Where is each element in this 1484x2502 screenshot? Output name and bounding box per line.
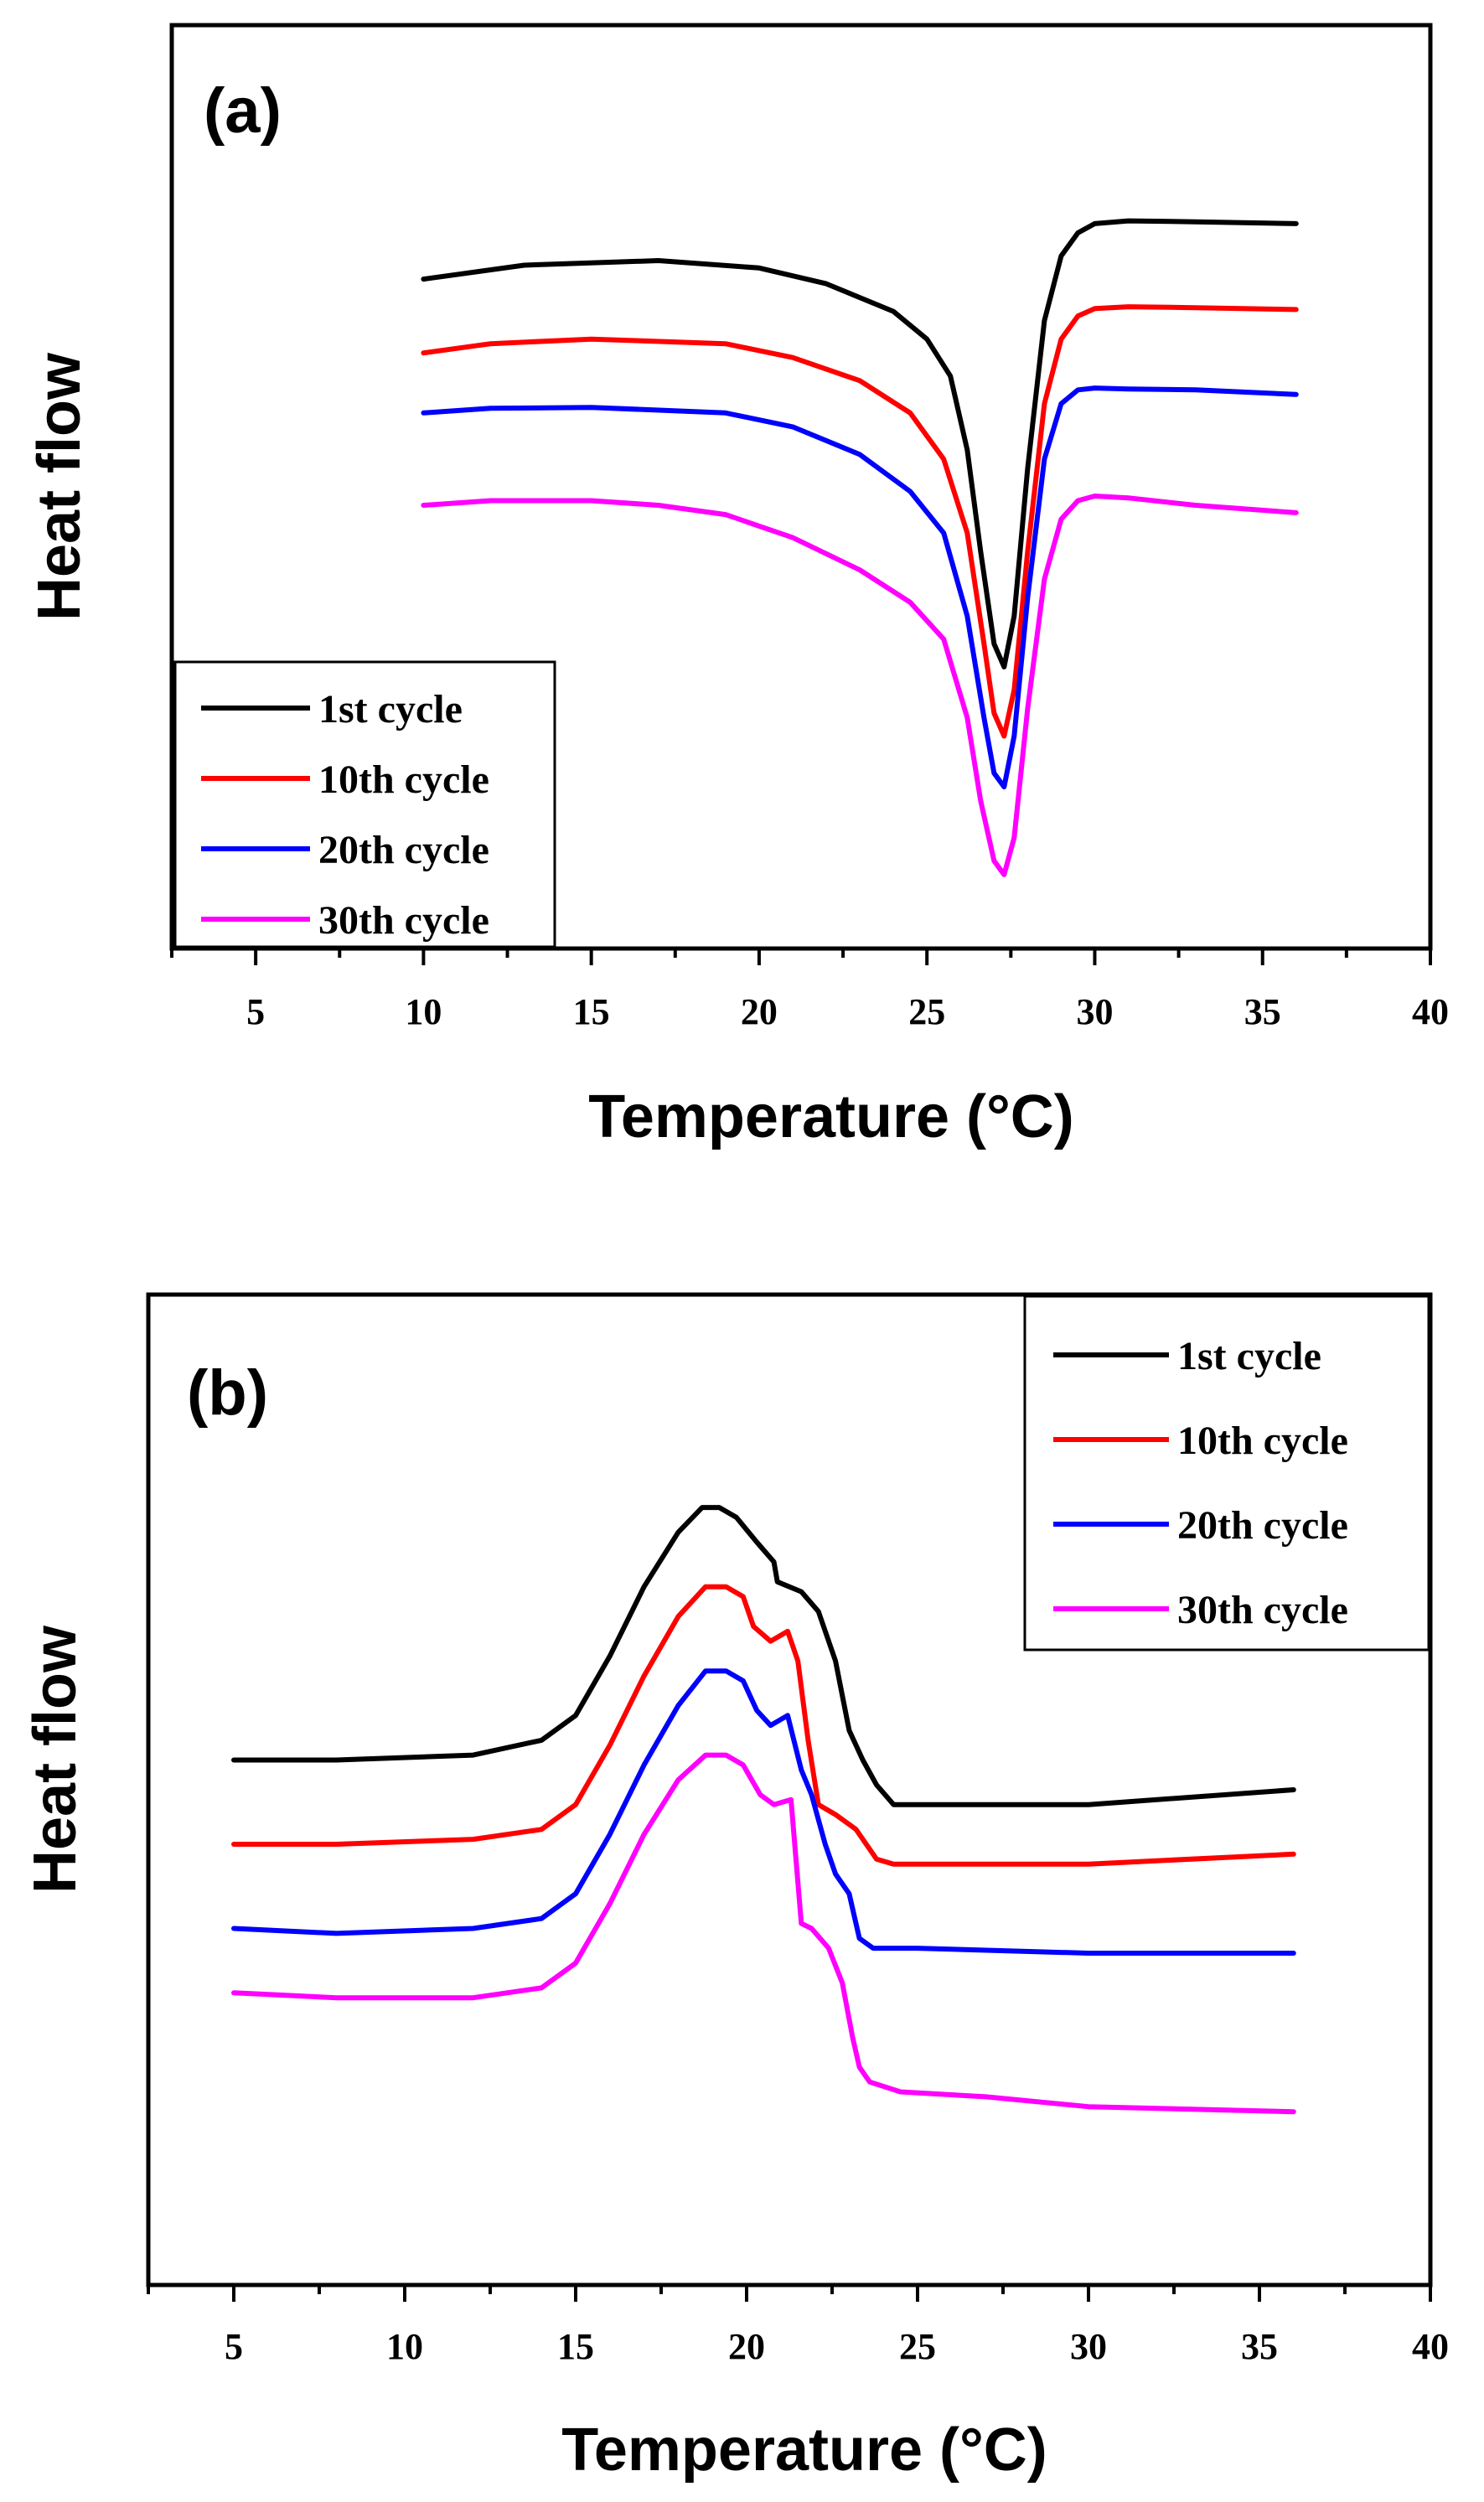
legend-b: 1st cycle 10th cycle 20th cycle 30th cyc…	[1023, 1295, 1430, 1652]
series-group-a	[421, 218, 1299, 877]
x-tick-label: 25	[908, 991, 945, 1032]
series-line-b-0	[231, 1505, 1296, 1807]
legend-label-b-3: 30th cycle	[1177, 1588, 1348, 1632]
x-tick-label: 5	[246, 991, 265, 1032]
x-tick-label: 20	[728, 2326, 765, 2367]
y-axis-title-a: Heat flow	[26, 352, 93, 621]
legend-label-b-0: 1st cycle	[1177, 1334, 1321, 1378]
x-tick-label: 20	[741, 991, 778, 1032]
plot-area-b	[146, 1292, 1433, 2287]
legend-label-a-3: 30th cycle	[318, 898, 489, 943]
series-group-b	[231, 1505, 1296, 2115]
x-ticks-a: 5 10 15 20 25 30 35 40	[170, 949, 1449, 1032]
y-axis-title-b: Heat flow	[22, 1625, 89, 1894]
panel-b: 5 10 15 20 25 30 35 40 (b) Heat flow Temperatur…	[22, 1292, 1449, 2484]
x-tick-label: 10	[386, 2326, 423, 2367]
x-tick-label: 30	[1076, 991, 1113, 1032]
x-tick-label: 10	[405, 991, 442, 1032]
x-tick-label: 30	[1070, 2326, 1107, 2367]
legend-label-a-0: 1st cycle	[318, 687, 463, 731]
series-line-b-2	[231, 1668, 1296, 1956]
series-line-b-1	[231, 1584, 1296, 1867]
series-line-b-3	[231, 1752, 1296, 2115]
panel-label-a: (a)	[204, 75, 282, 147]
panel-label-b: (b)	[187, 1357, 268, 1429]
x-tick-label: 40	[1412, 2326, 1449, 2367]
x-axis-title-b: Temperature (°C)	[561, 2417, 1047, 2484]
x-tick-label: 35	[1244, 991, 1281, 1032]
panel-a: 5 10 15 20 25 30 35 40 (a) Heat flow Temperatur…	[26, 23, 1449, 1150]
x-tick-label: 35	[1241, 2326, 1278, 2367]
series-line-a-2	[421, 385, 1299, 790]
series-line-a-3	[421, 494, 1299, 877]
legend-label-b-1: 10th cycle	[1177, 1419, 1348, 1463]
plot-area-a	[169, 23, 1433, 951]
x-ticks-b: 5 10 15 20 25 30 35 40	[147, 2285, 1449, 2367]
x-tick-label: 25	[899, 2326, 936, 2367]
legend-label-a-2: 20th cycle	[318, 828, 489, 872]
x-tick-label: 15	[573, 991, 610, 1032]
x-tick-label: 15	[557, 2326, 594, 2367]
legend-a: 1st cycle 10th cycle 20th cycle 30th cyc…	[173, 660, 556, 949]
series-line-a-1	[421, 304, 1299, 739]
x-tick-label: 5	[225, 2326, 243, 2367]
series-line-a-0	[421, 218, 1299, 669]
x-axis-title-a: Temperature (°C)	[588, 1083, 1074, 1150]
legend-label-b-2: 20th cycle	[1177, 1503, 1348, 1548]
legend-label-a-1: 10th cycle	[318, 757, 489, 802]
x-tick-label: 40	[1412, 991, 1449, 1032]
